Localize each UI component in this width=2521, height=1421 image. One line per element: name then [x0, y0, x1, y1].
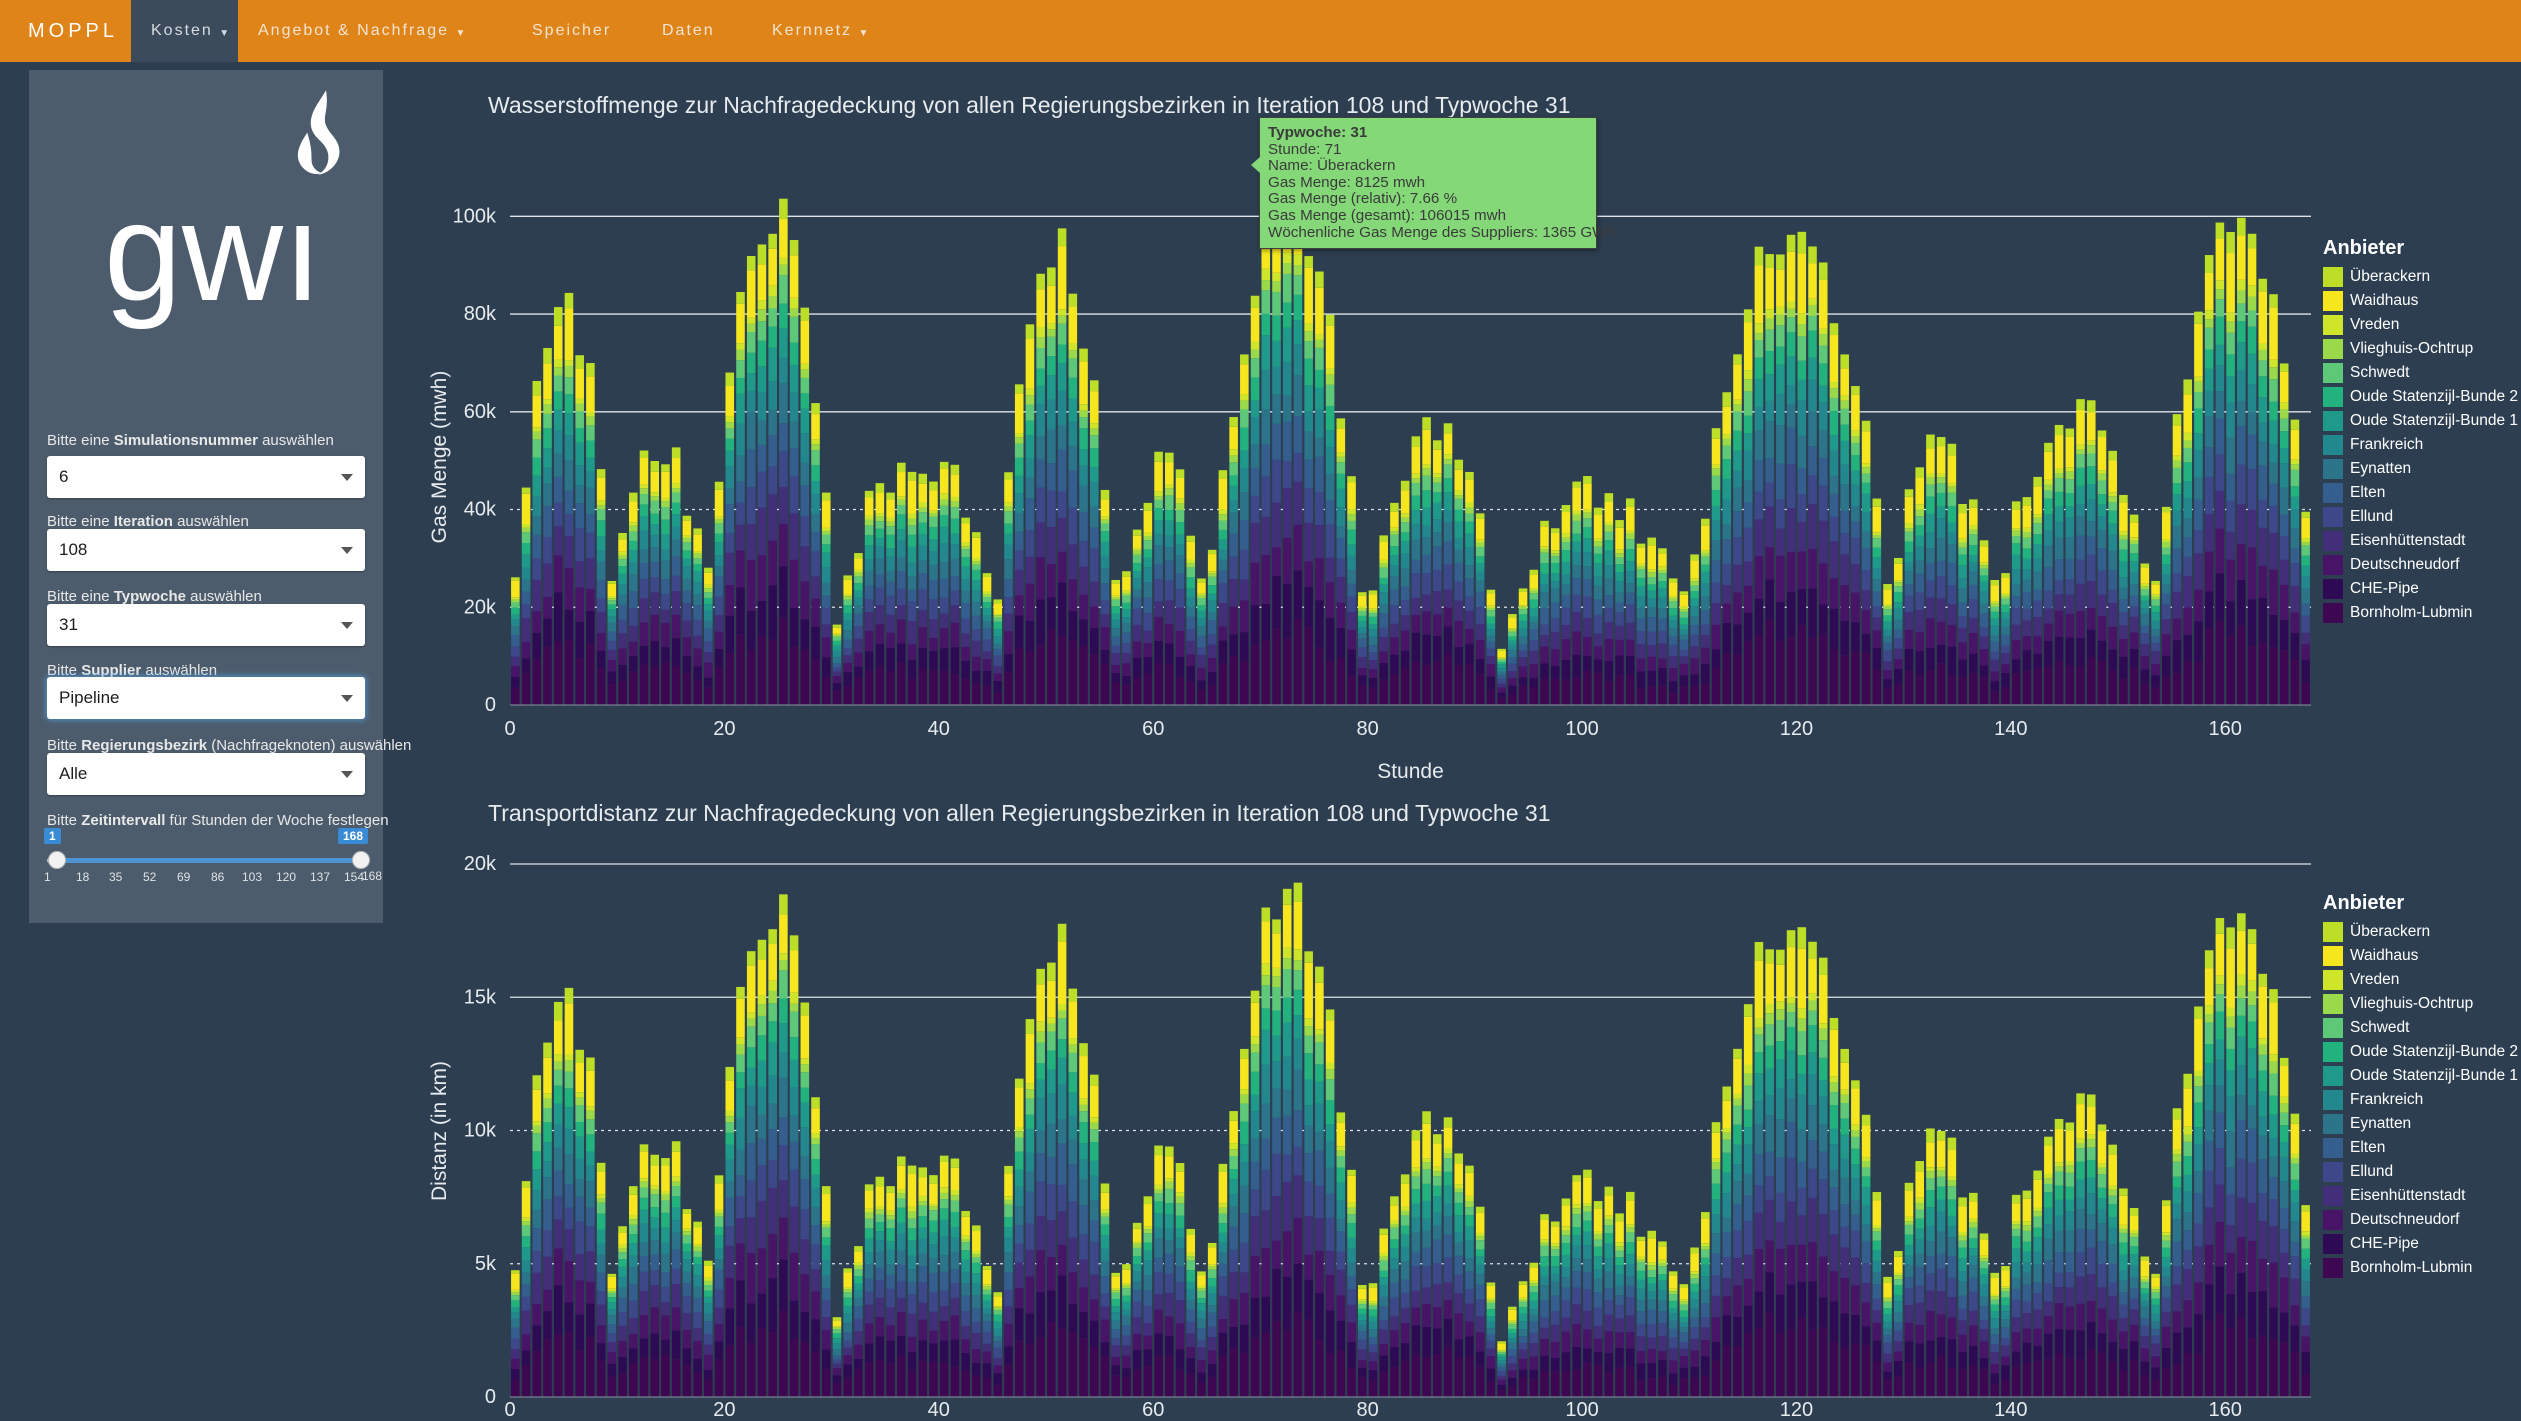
svg-text:gw: gw	[104, 173, 284, 330]
svg-text:80: 80	[1356, 718, 1378, 740]
svg-text:100: 100	[1565, 718, 1598, 740]
svg-text:140: 140	[1994, 718, 2027, 740]
svg-text:60: 60	[1142, 718, 1164, 740]
svg-text:100k: 100k	[453, 205, 497, 227]
svg-text:0: 0	[485, 694, 496, 716]
svg-text:20: 20	[713, 718, 735, 740]
svg-text:20k: 20k	[464, 596, 497, 618]
svg-text:40: 40	[928, 718, 950, 740]
svg-text:40k: 40k	[464, 499, 497, 521]
svg-text:120: 120	[1780, 718, 1813, 740]
svg-text:80k: 80k	[464, 303, 497, 325]
svg-text:160: 160	[2209, 718, 2242, 740]
svg-text:0: 0	[504, 718, 515, 740]
svg-text:60k: 60k	[464, 401, 497, 423]
